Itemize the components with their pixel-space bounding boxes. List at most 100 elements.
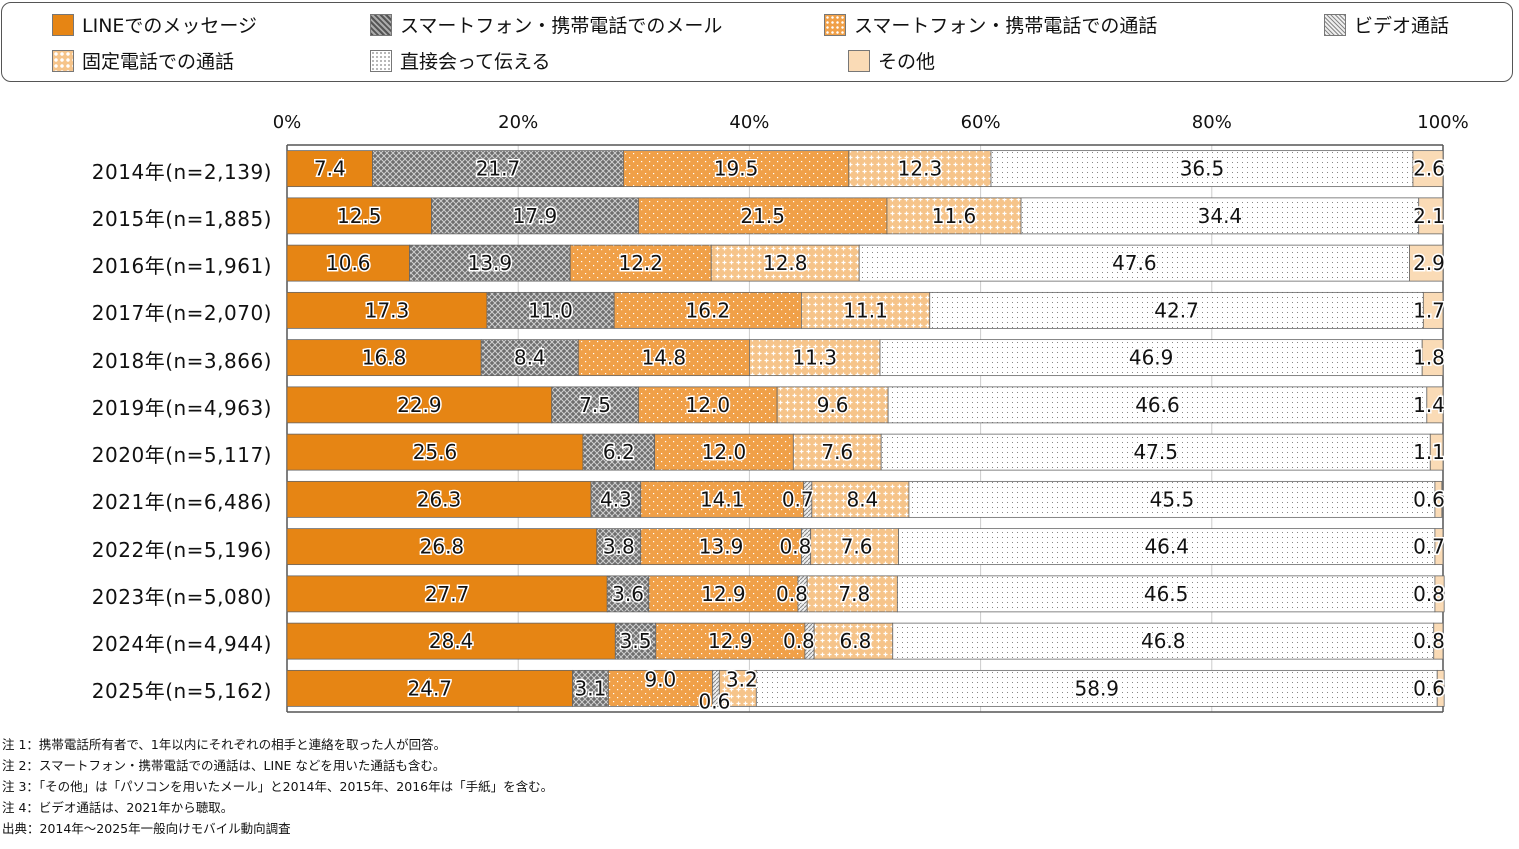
data-label-mail: 3.5 <box>620 629 652 653</box>
bar-segment-landline <box>801 291 931 329</box>
bar-segment-landline <box>718 669 757 707</box>
bar-segment-other <box>1412 150 1444 188</box>
note-1: 注 1：携帯電話所有者で、1年以内にそれぞれの相手と連絡を取った人が回答。 <box>2 737 447 752</box>
bar-segment-landline <box>848 150 992 188</box>
y-tick-label: 2014年(n=2,139) <box>91 159 272 184</box>
bar-segment-mobilecall <box>569 244 712 282</box>
bar-segment-mobilecall <box>648 575 799 613</box>
bar-segment-landline <box>813 622 894 660</box>
data-label-line: 28.4 <box>429 629 474 653</box>
y-tick-label: 2017年(n=2,070) <box>91 301 272 326</box>
bar-segment-mail <box>486 291 615 329</box>
bar-segment-mobilecall <box>655 622 806 660</box>
bar-segment-inperson <box>880 433 1431 471</box>
data-label-mobilecall: 12.9 <box>708 629 753 653</box>
legend-label: スマートフォン・携帯電話でのメール <box>400 15 723 37</box>
y-tick-label: 2024年(n=4,944) <box>91 632 272 657</box>
y-tick-label: 2021年(n=6,486) <box>91 490 272 515</box>
bar-segment-inperson <box>892 622 1435 660</box>
bar-segment-mobilecall <box>640 480 805 518</box>
data-label-mail: 8.4 <box>514 346 546 370</box>
data-label-other: 1.7 <box>1413 298 1445 322</box>
bar-segment-line <box>286 197 432 235</box>
data-label-inperson: 46.9 <box>1129 346 1174 370</box>
bar-segment-mail <box>551 386 639 424</box>
legend-label: スマートフォン・携帯電話での通話 <box>854 15 1158 37</box>
x-tick-label: 20% <box>498 112 539 133</box>
bar-segment-mail <box>572 669 609 707</box>
footnotes: 注 1：携帯電話所有者で、1年以内にそれぞれの相手と連絡を取った人が回答。 注 … <box>2 734 553 839</box>
data-label-landline: 7.6 <box>841 535 873 559</box>
legend-item-mail: スマートフォン・携帯電話でのメール <box>370 11 722 38</box>
bar-segment-other <box>1422 291 1444 329</box>
bar-segment-line <box>286 433 584 471</box>
data-label-line: 26.3 <box>417 487 462 511</box>
data-label-mail: 4.3 <box>600 487 632 511</box>
bar-segment-inperson <box>858 244 1410 282</box>
data-label-other: 1.8 <box>1413 346 1445 370</box>
legend-item-video: ビデオ通話 <box>1324 11 1449 38</box>
legend-label: 固定電話での通話 <box>82 51 235 73</box>
data-label-inperson: 42.7 <box>1154 298 1199 322</box>
data-label-mail: 17.9 <box>513 204 558 228</box>
bar-segment-inperson <box>908 480 1436 518</box>
bar-segment-line <box>286 575 608 613</box>
data-label-landline: 12.3 <box>898 157 943 181</box>
bar-segment-mobilecall <box>622 150 850 188</box>
bar-segment-other <box>1434 575 1445 613</box>
bar-segment-mail <box>606 575 650 613</box>
bar-segment-line <box>286 150 373 188</box>
bar-segment-line <box>286 669 573 707</box>
legend-swatch-landline <box>52 49 74 72</box>
data-label-other: 0.8 <box>1413 629 1445 653</box>
bar-segment-other <box>1434 480 1443 518</box>
source-note: 出典：2014年～2025年一般向けモバイル動向調査 <box>2 821 291 836</box>
x-tick-label: 100% <box>1417 112 1469 133</box>
bar-segment-inperson <box>755 669 1438 707</box>
bar-segment-landline <box>806 575 898 613</box>
data-label-other: 2.1 <box>1413 204 1445 228</box>
data-label-other: 1.4 <box>1413 393 1445 417</box>
y-tick-label: 2022年(n=5,196) <box>91 537 272 562</box>
data-label-mobilecall: 19.5 <box>714 157 759 181</box>
data-label-landline: 8.4 <box>846 487 878 511</box>
note-4: 注 4：ビデオ通話は、2021年から聴取。 <box>2 800 234 815</box>
bar-segment-line <box>286 339 482 377</box>
legend-label: LINEでのメッセージ <box>82 15 258 37</box>
bar-segment-mail <box>596 528 642 566</box>
legend-item-mobilecall: スマートフォン・携帯電話での通話 <box>824 11 1157 38</box>
y-tick-label: 2016年(n=1,961) <box>91 254 272 279</box>
data-label-inperson: 34.4 <box>1198 204 1243 228</box>
data-label-inperson: 47.6 <box>1112 251 1157 275</box>
bar-segment-mail <box>590 480 642 518</box>
data-label-landline: 6.8 <box>840 629 872 653</box>
data-label-video: 0.8 <box>776 582 808 606</box>
bar-segment-landline <box>886 197 1022 235</box>
data-label-landline: 3.2 <box>726 667 758 691</box>
bar-segment-other <box>1436 669 1445 707</box>
bar-segment-landline <box>749 339 881 377</box>
data-labels: 7.4 21.7 19.5 12.3 36.5 2.6 12.5 17.9 21.5 11.6 34… <box>312 155 1446 715</box>
data-label-landline: 7.6 <box>821 440 853 464</box>
bar-segment-other <box>1429 433 1444 471</box>
bar-segment-other <box>1434 528 1444 566</box>
y-tick-label: 2023年(n=5,080) <box>91 584 272 609</box>
legend-swatch-mobilecall <box>824 13 846 36</box>
bar-segment-mobilecall <box>613 291 802 329</box>
data-label-mail: 21.7 <box>476 157 521 181</box>
data-label-mail: 7.5 <box>579 393 611 417</box>
y-tick-label: 2018年(n=3,866) <box>91 348 272 373</box>
legend-label: ビデオ通話 <box>1354 15 1450 37</box>
data-label-mobilecall: 12.2 <box>618 251 663 275</box>
data-label-mobilecall: 13.9 <box>699 535 744 559</box>
bar-segment-line <box>286 244 410 282</box>
data-label-inperson: 36.5 <box>1180 157 1225 181</box>
data-label-mobilecall: 12.9 <box>701 582 746 606</box>
data-label-line: 7.4 <box>314 157 346 181</box>
y-tick-label: 2020年(n=5,117) <box>91 443 272 468</box>
legend-swatch-inperson <box>370 49 392 72</box>
data-label-landline: 11.6 <box>932 204 977 228</box>
note-2: 注 2：スマートフォン・携帯電話での通話は、LINE などを用いた通話も含む。 <box>2 758 446 773</box>
bar-segment-other <box>1418 197 1444 235</box>
bar-segment-inperson <box>887 386 1428 424</box>
